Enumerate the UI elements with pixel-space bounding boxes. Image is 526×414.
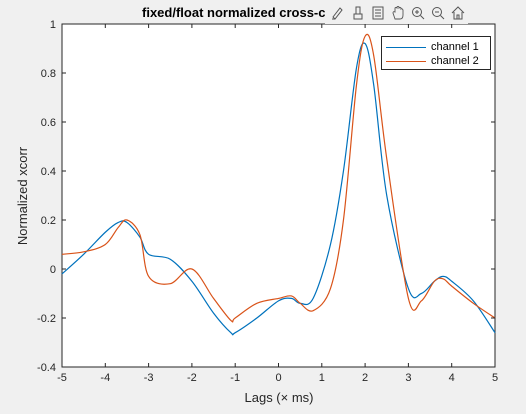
plot-area: [61, 23, 496, 368]
legend-entry-channel-2: channel 2: [386, 54, 479, 68]
legend-label-channel-1: channel 1: [431, 41, 479, 53]
legend-icon[interactable]: [368, 3, 388, 23]
y-tick-label: 0: [50, 264, 56, 276]
y-tick-label: 0.8: [41, 68, 56, 80]
x-tick-label: -2: [187, 372, 197, 384]
x-tick-label: 3: [405, 372, 411, 384]
y-tick-label: 0.2: [41, 215, 56, 227]
y-tick-label: -0.2: [37, 313, 56, 325]
x-tick-label: 5: [492, 372, 498, 384]
home-icon[interactable]: [448, 3, 468, 23]
x-tick-label: 4: [449, 372, 455, 384]
legend-swatch-channel-2: [386, 60, 426, 62]
legend-label-channel-2: channel 2: [431, 55, 479, 67]
y-tick-label: -0.4: [37, 362, 56, 374]
ticks-layer: -5 -4 -3 -2 -1 0 1 2 3 4 5 -0.4 -0.2 0 0.2 0.4 0.6 0.8 1: [37, 19, 498, 384]
x-tick-label: 0: [275, 372, 281, 384]
y-axis-label: Normalized xcorr: [15, 146, 30, 245]
y-tick-label: 0.4: [41, 166, 56, 178]
pan-icon[interactable]: [388, 3, 408, 23]
series-layer: [61, 33, 496, 336]
legend-entry-channel-1: channel 1: [386, 40, 479, 54]
series-line-2: [61, 33, 496, 323]
edit-plot-icon[interactable]: [328, 3, 348, 23]
x-tick-label: -4: [100, 372, 110, 384]
x-tick-label: -3: [144, 372, 154, 384]
chart-title: fixed/float normalized cross-co: [142, 5, 334, 20]
x-tick-label: 1: [319, 372, 325, 384]
zoom-in-icon[interactable]: [408, 3, 428, 23]
x-axis-label: Lags (× ms): [245, 390, 314, 405]
x-tick-label: -5: [57, 372, 67, 384]
legend-swatch-channel-1: [386, 46, 426, 48]
legend[interactable]: channel 1 channel 2: [381, 36, 491, 70]
x-tick-label: 2: [362, 372, 368, 384]
axes-box: [61, 23, 496, 368]
zoom-out-icon[interactable]: [428, 3, 448, 23]
y-tick-label: 0.6: [41, 117, 56, 129]
brush-icon[interactable]: [348, 3, 368, 23]
y-tick-label: 1: [50, 19, 56, 31]
x-tick-label: -1: [230, 372, 240, 384]
axes-toolbar: [325, 2, 468, 24]
